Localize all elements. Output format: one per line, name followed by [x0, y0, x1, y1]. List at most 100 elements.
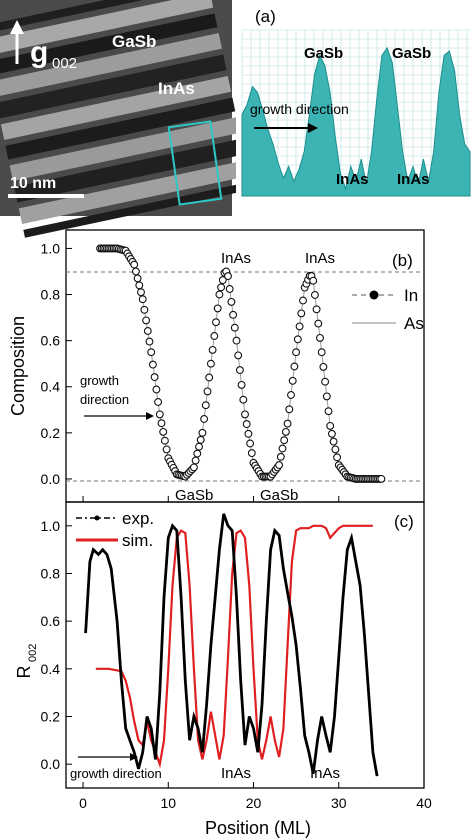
series-in-marker	[193, 449, 202, 458]
series-in-marker	[242, 420, 251, 429]
series-in-marker	[283, 419, 292, 428]
legend-exp-label: exp.	[122, 509, 154, 528]
c-ytick-label: 1.0	[41, 518, 61, 534]
series-in-marker	[234, 351, 243, 360]
series-in-marker	[131, 267, 140, 276]
series-in-marker	[297, 309, 306, 318]
b-growth-arrowhead	[146, 412, 154, 420]
series-in-marker	[217, 283, 226, 292]
c-ytick-label: 0.4	[41, 661, 61, 677]
series-in-marker	[155, 410, 164, 419]
panel-b-frame	[65, 229, 425, 503]
series-in-marker	[288, 376, 297, 385]
panel-c-ylabel-main: R	[14, 666, 34, 679]
series-in-marker	[213, 304, 222, 313]
profile-growth-label: growth direction	[250, 101, 349, 117]
series-in-marker	[201, 401, 210, 410]
series-in-marker	[218, 276, 227, 285]
c-ytick-label: 0.0	[41, 756, 61, 772]
intensity-profile: (a) GaSb GaSb InAs InAs growth direction	[236, 0, 474, 222]
c-ytick-label: 0.6	[41, 613, 61, 629]
b-growth-label-1: growth	[80, 373, 119, 388]
b-peak-inas-2: InAs	[305, 250, 335, 267]
selection-box	[167, 120, 223, 206]
panel-c-ylabel-sub: 002	[27, 644, 39, 662]
b-valley-gasb-2: GaSb	[260, 487, 298, 504]
series-in	[96, 244, 386, 483]
scale-bar-label: 10 nm	[10, 175, 56, 192]
series-in-marker	[208, 345, 217, 354]
series-in-marker	[327, 429, 336, 438]
c-xtick-label: 0	[79, 795, 87, 811]
series-in-marker	[198, 428, 207, 437]
panel-c-legend: exp. sim.	[76, 509, 154, 550]
series-in-marker	[321, 377, 330, 386]
panel-b: 0.00.20.40.60.81.0 (b) Composition InAs …	[8, 229, 425, 504]
g-vector-arrowhead	[10, 20, 24, 34]
series-in-marker	[246, 439, 255, 448]
b-ytick-label: 1.0	[41, 240, 61, 256]
profile-peak-gasb-2: GaSb	[392, 45, 431, 62]
series-in-marker	[293, 335, 302, 344]
profile-growth-arrowhead	[308, 123, 318, 133]
series-in-marker	[312, 305, 321, 314]
series-in-marker	[295, 322, 304, 331]
tem-label-inas: InAs	[158, 79, 195, 98]
series-in-marker	[140, 305, 149, 314]
series-in-marker	[285, 405, 294, 414]
g-vector-label: g	[30, 36, 48, 69]
series-in-marker	[143, 327, 152, 335]
series-in-marker	[133, 274, 142, 283]
profile-area	[241, 46, 471, 197]
series-in-marker	[280, 436, 289, 445]
c-valley-inas-1: InAs	[221, 765, 251, 782]
series-in-marker	[232, 336, 241, 345]
series-in-marker	[215, 290, 224, 299]
series-in-marker	[203, 387, 212, 396]
b-ytick-label: 0.8	[41, 287, 61, 303]
series-in-marker	[287, 391, 295, 399]
b-valley-gasb-1: GaSb	[175, 487, 213, 504]
series-in-marker	[310, 291, 319, 299]
series-in-marker	[162, 445, 171, 454]
series-in-marker	[210, 332, 219, 340]
series-in-marker	[206, 359, 215, 368]
c-growth-label: growth direction	[70, 766, 162, 781]
series-in-marker	[142, 316, 151, 325]
series-in-marker	[195, 442, 203, 451]
c-xtick-label: 30	[331, 795, 347, 811]
profile-peak-gasb-1: GaSb	[304, 45, 343, 62]
series-in-marker	[230, 323, 239, 332]
panel-c-axes: 0.0 0.2 0.4 0.6 0.8 1.0 0 10 20 30 40	[41, 518, 432, 811]
series-in-marker	[377, 474, 386, 483]
series-in-marker	[196, 435, 205, 444]
series-in-marker	[290, 362, 299, 371]
series-in-marker	[130, 260, 139, 269]
panel-c-label: (c)	[394, 512, 414, 531]
panel-c-ylabel: R 002	[14, 644, 39, 679]
series-in-marker	[191, 456, 200, 465]
series-in-marker	[317, 348, 326, 357]
b-ytick-label: 0.4	[41, 379, 61, 395]
g-vector-subscript: 002	[52, 55, 77, 72]
panel-c: 0.0 0.2 0.4 0.6 0.8 1.0 0 10 20 30 40 (c) R 002 Po…	[14, 501, 432, 838]
series-in-marker	[319, 362, 328, 371]
series-in-marker	[275, 461, 284, 470]
b-ytick-label: 0.6	[41, 333, 61, 349]
series-in-marker	[299, 296, 307, 305]
b-growth-label-2: direction	[80, 392, 129, 407]
legend-sim-label: sim.	[122, 531, 153, 550]
panel-b-ylabel: Composition	[8, 316, 28, 416]
series-in-marker	[244, 429, 253, 438]
series-in-marker	[138, 295, 147, 304]
series-in-marker	[189, 463, 198, 472]
series-in-marker	[276, 452, 285, 461]
series-in-marker	[278, 444, 287, 453]
legend-as-label: As	[404, 314, 424, 333]
b-peak-inas-1: InAs	[221, 250, 251, 267]
series-in-marker	[314, 319, 323, 328]
series-exp-line	[84, 513, 379, 777]
c-valley-inas-2: InAs	[310, 765, 340, 782]
c-ytick-label: 0.2	[41, 709, 61, 725]
series-in-marker	[292, 348, 301, 357]
